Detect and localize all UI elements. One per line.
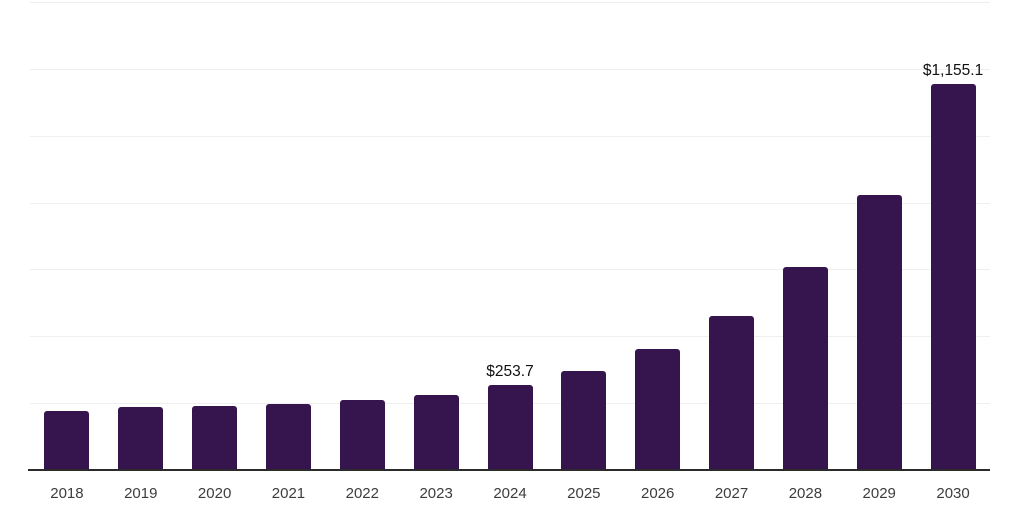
x-tick-label-2030: 2030 bbox=[936, 485, 970, 502]
bar-2027[interactable] bbox=[709, 316, 755, 470]
x-tick-label-2027: 2027 bbox=[714, 485, 749, 502]
bar-2018[interactable] bbox=[44, 411, 90, 470]
plot-area: 2018 2019 2020 2021 2022 2023 $253.7 2024 2025 20… bbox=[28, 0, 990, 512]
bar-2025[interactable] bbox=[561, 371, 607, 470]
bar-2024[interactable] bbox=[487, 385, 533, 470]
x-tick-label-2018: 2018 bbox=[50, 485, 84, 502]
x-tick-label-2020: 2020 bbox=[197, 485, 232, 502]
x-axis-line bbox=[28, 469, 990, 471]
bar-2021[interactable] bbox=[265, 404, 311, 470]
bar-2023[interactable] bbox=[413, 395, 459, 470]
gridline-1400 bbox=[30, 2, 990, 3]
value-label-2024: $253.7 bbox=[486, 363, 534, 381]
x-tick-label-2021: 2021 bbox=[271, 485, 306, 502]
x-tick-label-2028: 2028 bbox=[788, 485, 823, 502]
x-tick-label-2029: 2029 bbox=[862, 485, 896, 502]
gridline-800 bbox=[30, 202, 990, 204]
x-tick-label-2024: 2024 bbox=[493, 485, 527, 502]
bar-2030[interactable] bbox=[930, 83, 976, 470]
bar-2026[interactable] bbox=[635, 349, 681, 470]
gridline-600 bbox=[30, 269, 990, 271]
gridline-1200 bbox=[30, 68, 990, 70]
bar-2022[interactable] bbox=[339, 400, 385, 470]
x-tick-label-2026: 2026 bbox=[641, 485, 675, 502]
x-tick-label-2025: 2025 bbox=[567, 485, 601, 502]
x-tick-label-2023: 2023 bbox=[419, 485, 453, 502]
gridline-400 bbox=[30, 336, 990, 338]
bar-2029[interactable] bbox=[856, 194, 902, 470]
gridline-1000 bbox=[30, 135, 990, 137]
value-label-2030: $1,155.1 bbox=[922, 61, 984, 79]
bar-2028[interactable] bbox=[782, 267, 828, 470]
bar-2020[interactable] bbox=[192, 406, 238, 470]
bar-2019[interactable] bbox=[118, 407, 164, 470]
x-tick-label-2019: 2019 bbox=[124, 485, 158, 502]
x-tick-label-2022: 2022 bbox=[345, 485, 379, 502]
